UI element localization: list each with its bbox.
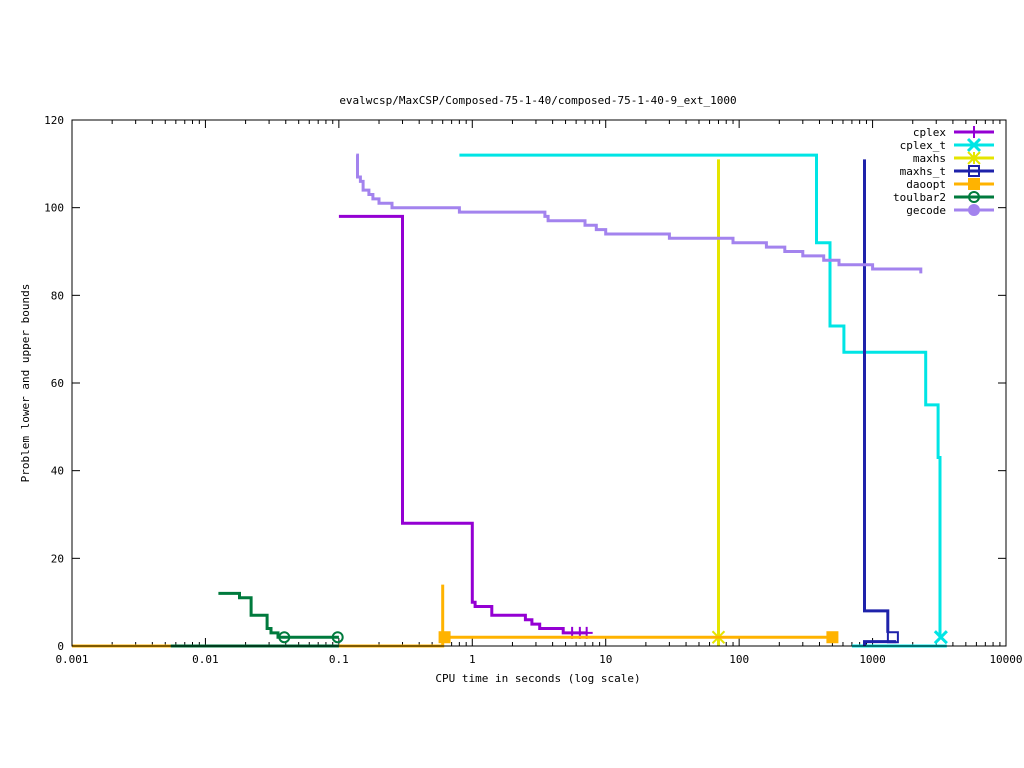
y-axis-label: Problem lower and upper bounds — [19, 284, 32, 483]
legend: cplexcplex_tmaxhsmaxhs_tdaoopttoulbar2ge… — [893, 126, 994, 217]
legend-item: cplex — [913, 126, 994, 139]
series-marker — [826, 631, 839, 644]
series-marker — [968, 178, 980, 190]
x-tick-label: 0.1 — [329, 653, 349, 666]
series-line-upper — [218, 591, 339, 639]
x-tick-label: 0.001 — [55, 653, 88, 666]
legend-label: gecode — [906, 204, 946, 217]
series-maxhs-t — [863, 159, 899, 646]
series-marker — [968, 126, 980, 138]
x-tick-label: 0.01 — [192, 653, 219, 666]
series-line-upper — [338, 214, 587, 635]
series-marker — [968, 191, 980, 203]
legend-label: maxhs_t — [900, 165, 946, 178]
plot-border — [71, 119, 1007, 647]
series-line-lower — [863, 640, 897, 646]
x-axis-label: CPU time in seconds (log scale) — [435, 672, 640, 685]
legend-label: cplex — [913, 126, 946, 139]
legend-item: gecode — [906, 204, 994, 217]
legend-item: daoopt — [906, 178, 994, 191]
x-tick-label: 10000 — [989, 653, 1022, 666]
legend-item: cplex_t — [900, 137, 994, 153]
series-gecode — [356, 153, 923, 274]
series-line-upper — [459, 153, 942, 638]
x-tick-label: 1 — [469, 653, 476, 666]
series-marker — [967, 151, 981, 165]
legend-label: cplex_t — [900, 139, 946, 152]
series-marker — [966, 137, 982, 153]
legend-label: toulbar2 — [893, 191, 946, 204]
legend-item: maxhs — [913, 151, 994, 165]
y-tick-label: 120 — [44, 114, 64, 127]
x-tick-label: 100 — [729, 653, 749, 666]
chart-title: evalwcsp/MaxCSP/Composed-75-1-40/compose… — [339, 94, 736, 107]
series-line-upper — [356, 153, 923, 274]
y-tick-label: 20 — [51, 552, 64, 565]
legend-item: maxhs_t — [900, 165, 994, 178]
y-tick-label: 100 — [44, 202, 64, 215]
y-tick-label: 0 — [57, 640, 64, 653]
series-line-upper — [863, 159, 890, 633]
y-tick-label: 80 — [51, 289, 64, 302]
y-tick-label: 40 — [51, 465, 64, 478]
x-tick-label: 10 — [599, 653, 612, 666]
series-marker — [933, 630, 948, 645]
legend-label: maxhs — [913, 152, 946, 165]
series-marker — [886, 631, 899, 644]
x-tick-label: 1000 — [859, 653, 886, 666]
series-marker — [968, 204, 980, 216]
series-marker — [438, 631, 451, 644]
legend-item: toulbar2 — [893, 191, 994, 204]
series-marker — [278, 631, 291, 644]
series-marker — [331, 631, 344, 644]
series-marker — [968, 165, 980, 177]
legend-label: daoopt — [906, 178, 946, 191]
y-tick-label: 60 — [51, 377, 64, 390]
